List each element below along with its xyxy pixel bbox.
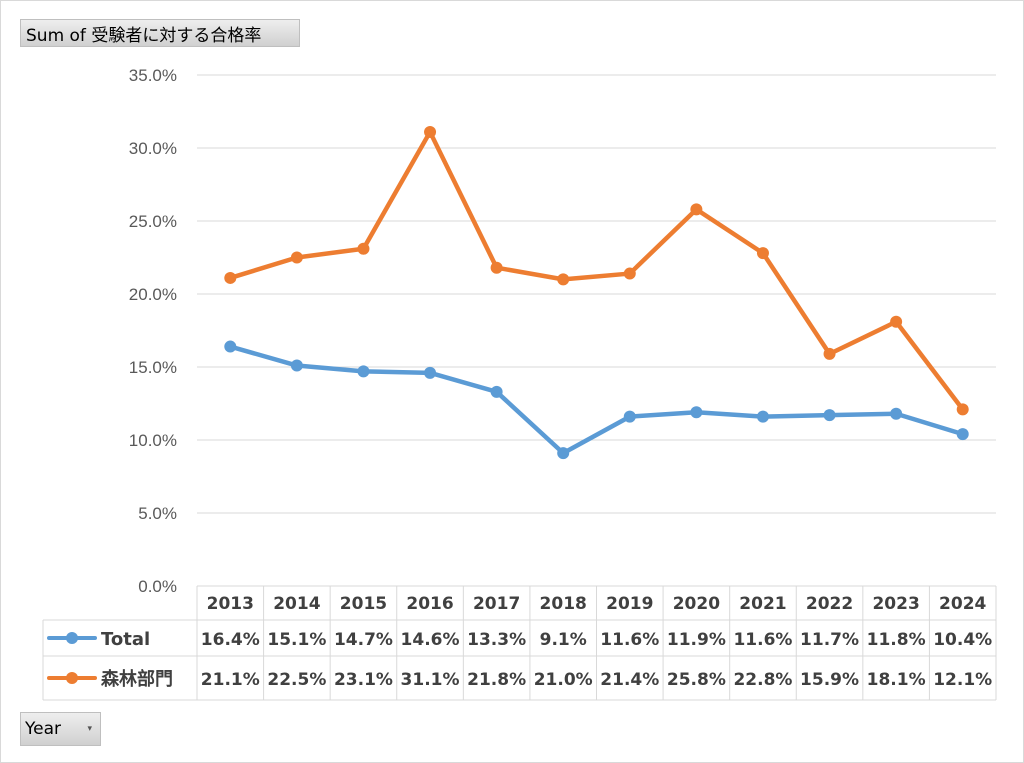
- legend-key-marker: [66, 672, 78, 684]
- x-category-label: 2017: [473, 594, 520, 614]
- gridlines: [197, 74, 996, 514]
- year-field-label: Year: [25, 719, 61, 739]
- data-point: [823, 409, 836, 422]
- data-point: [690, 203, 703, 216]
- x-category-label: 2024: [939, 594, 986, 614]
- x-category-label: 2016: [406, 594, 453, 614]
- y-tick-label: 15.0%: [129, 358, 177, 377]
- data-table-value: 25.8%: [667, 670, 726, 690]
- data-point: [956, 428, 969, 441]
- data-point: [424, 366, 437, 379]
- data-table-value: 14.6%: [401, 630, 460, 650]
- data-table-value: 14.7%: [334, 630, 393, 650]
- data-point: [890, 315, 903, 328]
- series-lines: [224, 125, 969, 460]
- legend-key-marker: [66, 632, 78, 644]
- data-table-value: 16.4%: [201, 630, 260, 650]
- data-point: [690, 406, 703, 419]
- x-category-label: 2014: [273, 594, 320, 614]
- x-category-label: 2022: [806, 594, 853, 614]
- data-point: [357, 242, 370, 255]
- series-line: [228, 344, 965, 456]
- year-field-button[interactable]: Year ▾: [20, 712, 101, 746]
- dropdown-arrow-icon: ▾: [87, 724, 92, 734]
- data-table-value: 15.9%: [800, 670, 859, 690]
- data-table-value: 12.1%: [933, 670, 992, 690]
- data-table-value: 9.1%: [540, 630, 587, 650]
- x-category-label: 2019: [606, 594, 653, 614]
- data-table-value: 22.8%: [733, 670, 792, 690]
- data-table-value: 11.8%: [867, 630, 926, 650]
- data-table-value: 21.8%: [467, 670, 526, 690]
- data-point: [756, 247, 769, 260]
- data-table-value: 10.4%: [933, 630, 992, 650]
- x-category-label: 2020: [673, 594, 720, 614]
- data-table: 2013 2014 2015 2016 2017 2018 2019 2020 2021 2022…: [42, 585, 997, 701]
- data-point: [623, 410, 636, 423]
- data-point: [956, 403, 969, 416]
- data-point: [224, 271, 237, 284]
- data-table-value: 11.9%: [667, 630, 726, 650]
- data-table-value: 13.3%: [467, 630, 526, 650]
- x-category-label: 2015: [340, 594, 387, 614]
- data-point: [756, 410, 769, 423]
- data-point: [557, 273, 570, 286]
- data-table-value: 11.7%: [800, 630, 859, 650]
- data-point: [357, 365, 370, 378]
- data-table-value: 18.1%: [867, 670, 926, 690]
- y-tick-label: 35.0%: [129, 66, 177, 85]
- data-point: [890, 407, 903, 420]
- y-tick-label: 20.0%: [129, 285, 177, 304]
- y-tick-label: 30.0%: [129, 139, 177, 158]
- data-point: [490, 261, 503, 274]
- data-point: [490, 385, 503, 398]
- y-tick-label: 5.0%: [138, 504, 177, 523]
- data-point: [623, 267, 636, 280]
- value-field-label: Sum of 受験者に対する合格率: [26, 25, 262, 46]
- series-line: [228, 129, 965, 412]
- x-category-label: 2013: [207, 594, 254, 614]
- data-table-value: 22.5%: [267, 670, 326, 690]
- y-tick-label: 0.0%: [138, 577, 177, 596]
- data-table-value: 15.1%: [267, 630, 326, 650]
- x-category-label: 2023: [872, 594, 919, 614]
- data-table-value: 11.6%: [600, 630, 659, 650]
- y-tick-label: 25.0%: [129, 212, 177, 231]
- x-category-label: 2021: [739, 594, 786, 614]
- data-point: [424, 125, 437, 138]
- y-axis: 0.0% 5.0% 10.0% 15.0% 20.0% 25.0% 30.0% 35.0%: [129, 66, 177, 596]
- data-point: [557, 447, 570, 460]
- value-field-button[interactable]: Sum of 受験者に対する合格率: [20, 19, 300, 47]
- x-category-label: 2018: [540, 594, 587, 614]
- data-point: [290, 251, 303, 264]
- data-point: [290, 359, 303, 372]
- data-table-value: 31.1%: [401, 670, 460, 690]
- data-table-value: 11.6%: [733, 630, 792, 650]
- data-table-value: 21.4%: [600, 670, 659, 690]
- legend-series-name: Total: [101, 629, 150, 650]
- data-table-value: 23.1%: [334, 670, 393, 690]
- data-point: [823, 347, 836, 360]
- data-table-value: 21.1%: [201, 670, 260, 690]
- legend-series-name: 森林部門: [101, 668, 173, 690]
- data-point: [224, 340, 237, 353]
- data-table-value: 21.0%: [534, 670, 593, 690]
- y-tick-label: 10.0%: [129, 431, 177, 450]
